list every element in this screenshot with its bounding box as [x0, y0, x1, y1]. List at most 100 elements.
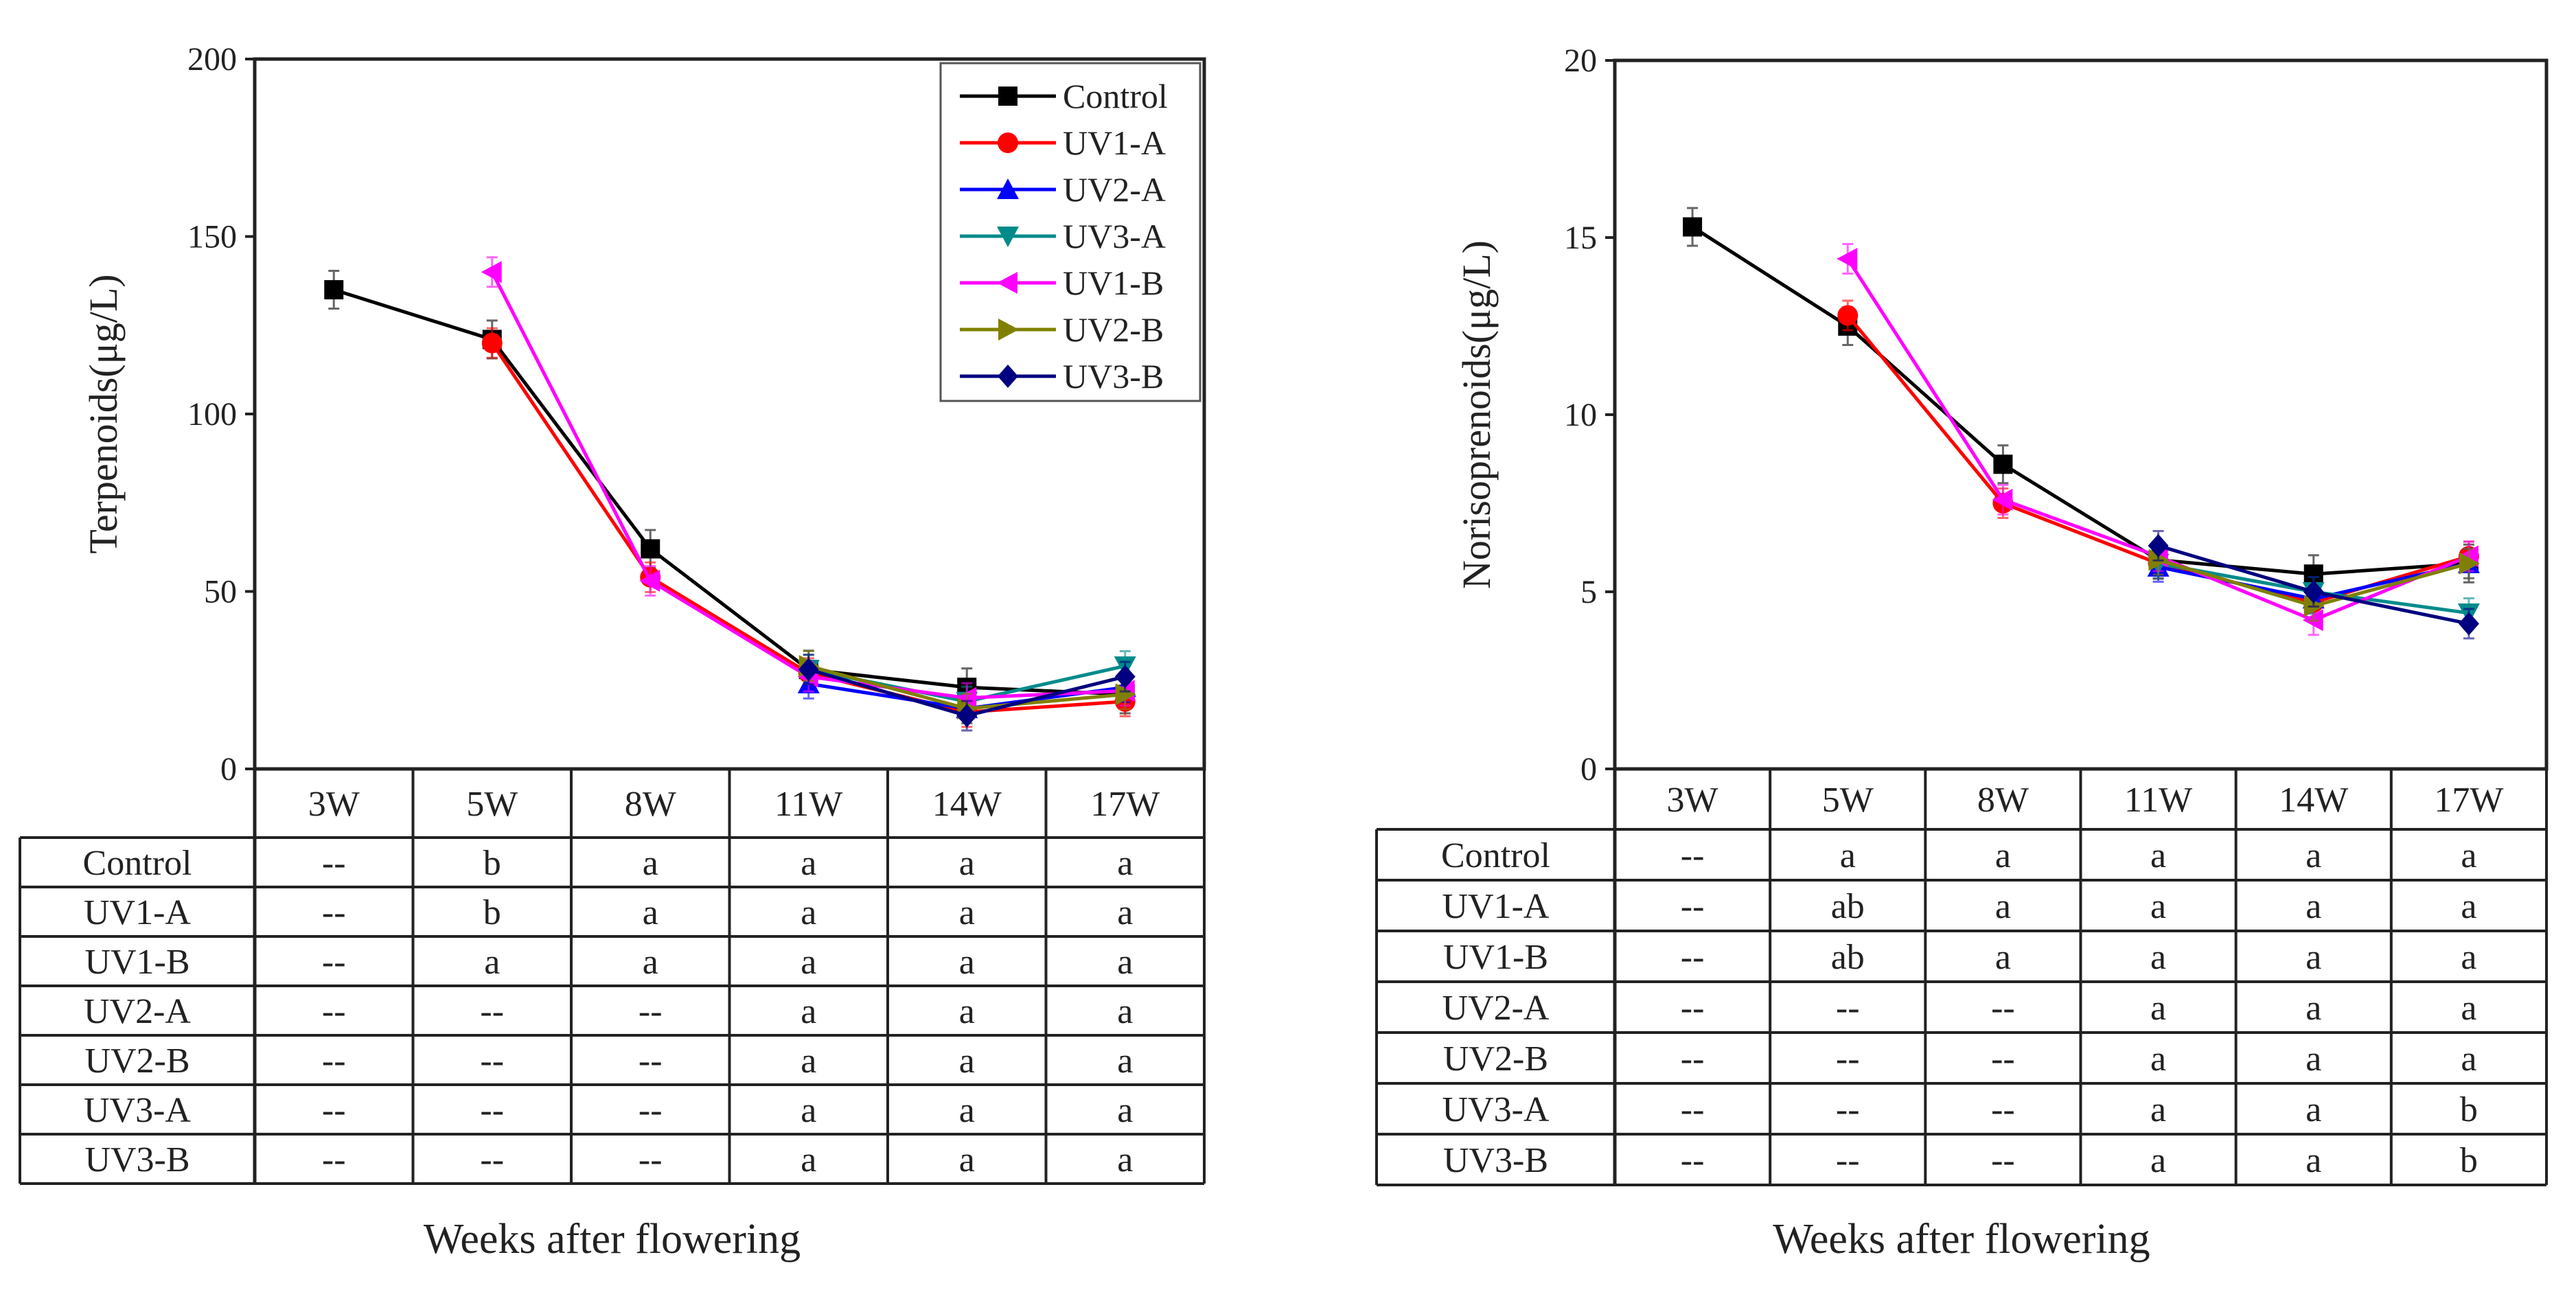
y-tick-label: 100: [187, 396, 237, 433]
table-cell: --: [1836, 989, 1860, 1028]
table-cell: --: [322, 943, 346, 982]
table-cell: --: [1991, 1090, 2015, 1129]
table-cell: a: [801, 844, 816, 883]
x-category-label: 17W: [2434, 781, 2503, 820]
table-cell: --: [322, 1041, 346, 1081]
table-cell: --: [1991, 989, 2015, 1028]
x-category-label: 11W: [774, 785, 842, 824]
table-cell: ab: [1831, 887, 1865, 926]
x-category-label: 5W: [466, 785, 518, 824]
table-cell: a: [959, 1091, 975, 1130]
data-point: [2458, 612, 2479, 636]
table-cell: a: [959, 893, 975, 932]
table-cell: a: [2305, 836, 2321, 875]
y-tick-label: 0: [1580, 751, 1597, 787]
table-cell: a: [2150, 836, 2166, 875]
x-category-label: 8W: [625, 785, 676, 824]
data-point: [481, 332, 503, 354]
table-row-label: UV1-B: [84, 943, 189, 982]
table-cell: --: [322, 1140, 346, 1179]
table-row-label: UV3-B: [1443, 1141, 1548, 1180]
y-tick-label: 10: [1564, 397, 1597, 433]
table-cell: a: [484, 943, 500, 982]
table-cell: a: [2150, 1141, 2166, 1180]
table-row-label: UV1-A: [1442, 887, 1550, 926]
x-category-label: 5W: [1822, 781, 1874, 820]
legend-marker: [997, 227, 1019, 247]
table-row-label: UV2-A: [1442, 989, 1550, 1028]
y-tick-label: 20: [1564, 43, 1597, 79]
table-cell: a: [959, 844, 975, 883]
table-cell: a: [959, 1140, 975, 1179]
legend-label: UV3-B: [1063, 357, 1164, 395]
legend-marker: [998, 87, 1017, 106]
table-cell: --: [1836, 1039, 1860, 1079]
legend-label: UV1-B: [1063, 264, 1164, 302]
legend-marker: [997, 272, 1017, 294]
table-cell: a: [1117, 1041, 1133, 1081]
legend-marker: [998, 133, 1018, 153]
table-cell: a: [1840, 836, 1856, 875]
table-cell: --: [480, 1140, 504, 1179]
data-point: [324, 280, 344, 300]
data-point: [639, 569, 660, 592]
legend-marker: [997, 178, 1019, 199]
data-point: [2459, 552, 2480, 575]
table-cell: a: [2305, 938, 2321, 977]
x-category-label: 3W: [1667, 781, 1718, 820]
table-cell: --: [1681, 989, 1705, 1028]
table-cell: a: [1117, 992, 1133, 1031]
table-cell: a: [959, 1041, 975, 1081]
chart-1: 0 50 100 150 200 Terpenoids(μg/L) Control UV1-A…: [19, 41, 1206, 1263]
table-cell: a: [1117, 943, 1133, 982]
data-point: [641, 539, 660, 559]
table-cell: --: [480, 1041, 504, 1081]
legend-label: Control: [1063, 77, 1168, 115]
table-cell: --: [322, 893, 346, 932]
x-category-label: 14W: [2279, 781, 2348, 820]
table-cell: --: [1836, 1090, 1860, 1129]
table-row-label: UV2-B: [1443, 1039, 1548, 1079]
table-cell: --: [1681, 887, 1705, 926]
data-point: [1683, 217, 1703, 237]
table-row-label: Control: [1441, 836, 1550, 875]
x-category-label: 14W: [932, 785, 1002, 824]
data-point: [1992, 488, 2013, 511]
table-cell: a: [1117, 844, 1133, 883]
table-cell: a: [2305, 887, 2321, 926]
chart-2: 0 5 10 15 20 Norisoprenoids(μg/L) 3W 5W 8W 11W 14W…: [1375, 43, 2549, 1263]
x-category-label: 17W: [1090, 785, 1160, 824]
series-uv3-b: [2148, 529, 2479, 640]
table-cell: --: [322, 1091, 346, 1130]
table-row-label: UV3-A: [84, 1091, 191, 1130]
table-cell: --: [480, 992, 504, 1031]
y-tick-label: 150: [187, 219, 237, 255]
table-cell: a: [2305, 1141, 2321, 1180]
table-cell: a: [2150, 989, 2166, 1028]
table-cell: a: [2305, 1039, 2321, 1079]
data-point: [956, 704, 978, 728]
data-point: [1993, 454, 2013, 474]
table-cell: a: [801, 1140, 816, 1179]
y-tick-label: 200: [187, 41, 237, 78]
table-cell: a: [801, 893, 816, 932]
table-cell: --: [1681, 1141, 1705, 1180]
data-point: [1837, 305, 1859, 326]
table-cell: --: [1836, 1141, 1860, 1180]
table-cell: a: [2150, 887, 2166, 926]
legend-marker: [998, 319, 1019, 341]
table-cell: a: [801, 1041, 816, 1081]
table-cell: b: [483, 844, 501, 883]
table-cell: a: [801, 943, 816, 982]
x-category-label: 11W: [2124, 781, 2192, 820]
table-cell: b: [483, 893, 501, 932]
table-cell: a: [1995, 836, 2011, 875]
table-cell: a: [2305, 1090, 2321, 1129]
table-cell: a: [2461, 989, 2476, 1028]
data-point: [1837, 247, 1858, 270]
table-cell: --: [1991, 1039, 2015, 1079]
series-uv3-b: [798, 654, 1136, 732]
table-cell: a: [959, 943, 975, 982]
